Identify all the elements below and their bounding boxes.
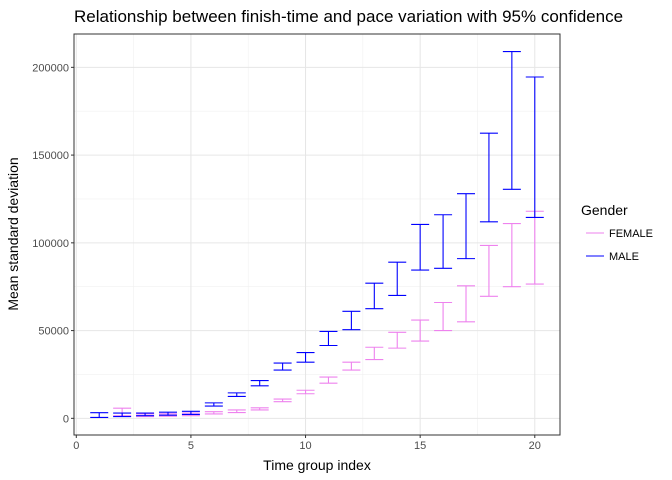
grid: [74, 34, 560, 435]
legend: Gender FEMALE MALE: [581, 202, 653, 263]
y-tick-label: 150000: [32, 150, 69, 162]
female-errorbar: [457, 285, 476, 323]
x-axis-title: Time group index: [263, 457, 371, 473]
female-errorbar: [365, 346, 384, 361]
male-errorbar: [90, 412, 109, 419]
y-axis-ticks: 0 50000 100000 150000 200000: [32, 62, 74, 425]
error-bars: [90, 50, 544, 419]
x-axis-ticks: 0 5 10 15 20: [73, 435, 541, 452]
legend-item-female: FEMALE: [586, 228, 653, 240]
male-errorbar: [342, 310, 361, 331]
male-errorbar: [136, 412, 155, 417]
female-errorbar: [273, 398, 292, 403]
x-tick-label: 0: [73, 440, 79, 452]
female-errorbar: [319, 376, 338, 384]
male-errorbar: [113, 412, 132, 418]
legend-label-male: MALE: [609, 251, 639, 263]
y-tick-label: 50000: [38, 326, 69, 338]
male-errorbar: [388, 261, 407, 297]
male-errorbar: [457, 193, 476, 260]
male-errorbar: [411, 223, 430, 271]
male-errorbar: [250, 380, 269, 387]
female-errorbar: [227, 409, 246, 414]
male-errorbar: [204, 402, 223, 407]
female-errorbar: [502, 222, 521, 288]
y-tick-label: 200000: [32, 62, 69, 74]
x-tick-label: 15: [414, 440, 426, 452]
female-errorbar: [411, 319, 430, 342]
male-errorbar: [479, 132, 498, 223]
plot-border: [73, 33, 561, 436]
legend-title: Gender: [581, 202, 628, 218]
y-tick-label: 0: [63, 413, 69, 425]
male-errorbar: [227, 392, 246, 397]
female-errorbar: [342, 361, 361, 371]
male-errorbar: [273, 362, 292, 371]
y-tick-label: 100000: [32, 238, 69, 250]
female-errorbar: [204, 411, 223, 415]
male-errorbar: [434, 214, 453, 269]
x-tick-label: 10: [299, 440, 311, 452]
male-errorbar: [319, 330, 338, 347]
male-errorbar: [502, 50, 521, 190]
male-errorbar: [365, 282, 384, 310]
female-errorbar: [250, 407, 269, 411]
chart-title: Relationship between finish-time and pac…: [74, 7, 623, 26]
male-errorbar: [525, 76, 544, 218]
plot-panel: [74, 34, 560, 435]
female-errorbar: [434, 301, 453, 332]
female-errorbar: [479, 244, 498, 297]
x-tick-label: 20: [529, 440, 541, 452]
legend-item-male: MALE: [586, 251, 639, 263]
female-errorbar: [296, 389, 315, 395]
x-tick-label: 5: [188, 440, 194, 452]
male-errorbar: [181, 410, 200, 416]
female-errorbar: [388, 331, 407, 349]
male-errorbar: [158, 411, 177, 416]
y-axis-title: Mean standard deviation: [5, 157, 21, 310]
legend-label-female: FEMALE: [609, 228, 653, 240]
male-errorbar: [296, 351, 315, 363]
